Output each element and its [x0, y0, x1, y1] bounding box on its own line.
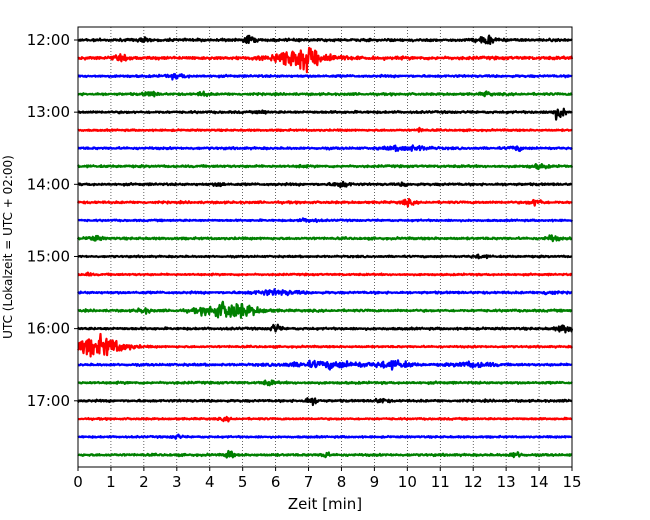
trace-1445 [76, 234, 573, 243]
x-tick-label: 11 [431, 473, 450, 491]
trace-1715 [77, 415, 573, 423]
trace-1530 [77, 288, 573, 297]
trace-1600 [76, 323, 574, 334]
y-tick-label: 16:00 [27, 320, 70, 338]
trace-1315 [77, 126, 573, 133]
y-tick-label: 15:00 [27, 247, 70, 265]
x-tick-label: 14 [530, 473, 549, 491]
x-tick-label: 6 [271, 473, 281, 491]
trace-1230 [77, 72, 573, 81]
x-tick-label: 12 [464, 473, 483, 491]
trace-1415 [76, 197, 573, 208]
trace-1300 [77, 107, 573, 121]
y-tick-label: 17:00 [27, 392, 70, 410]
trace-1615 [77, 332, 574, 358]
y-axis-ticks: 12:00 13:00 14:00 15:00 16:00 17:00 [27, 31, 78, 410]
plot-frame [77, 26, 573, 468]
x-tick-label: 4 [205, 473, 215, 491]
x-tick-label: 13 [497, 473, 516, 491]
trace-1630 [77, 359, 573, 371]
trace-1730 [77, 433, 573, 440]
trace-group [76, 34, 574, 459]
trace-1345 [76, 163, 574, 171]
trace-1330 [77, 144, 573, 153]
x-tick-label: 1 [106, 473, 116, 491]
trace-1515 [77, 271, 573, 277]
x-tick-label: 8 [337, 473, 347, 491]
trace-1430 [77, 217, 574, 223]
x-axis-ticks: 0 1 2 3 4 5 6 7 8 9 10 11 12 13 14 15 [73, 467, 582, 491]
x-tick-label: 3 [172, 473, 182, 491]
trace-1215 [77, 46, 574, 74]
trace-1245 [77, 90, 573, 98]
trace-1700 [76, 397, 573, 407]
y-tick-label: 12:00 [27, 31, 70, 49]
trace-1400 [77, 180, 573, 189]
x-tick-label: 2 [139, 473, 149, 491]
trace-1645 [77, 379, 573, 387]
x-tick-label: 10 [398, 473, 417, 491]
x-tick-label: 0 [73, 473, 83, 491]
y-axis-label: UTC (Lokalzeit = UTC + 02:00) [1, 155, 15, 339]
y-tick-label: 14:00 [27, 175, 70, 193]
x-axis-label: Zeit [min] [288, 495, 362, 513]
x-tick-label: 7 [304, 473, 314, 491]
trace-1200 [77, 34, 573, 45]
x-tick-label: 9 [370, 473, 380, 491]
vertical-grid [110, 27, 540, 467]
y-tick-label: 13:00 [27, 103, 70, 121]
trace-1545 [77, 300, 573, 319]
x-tick-label: 15 [562, 473, 581, 491]
trace-1745 [77, 449, 573, 459]
trace-1500 [77, 253, 573, 260]
x-tick-label: 5 [238, 473, 248, 491]
